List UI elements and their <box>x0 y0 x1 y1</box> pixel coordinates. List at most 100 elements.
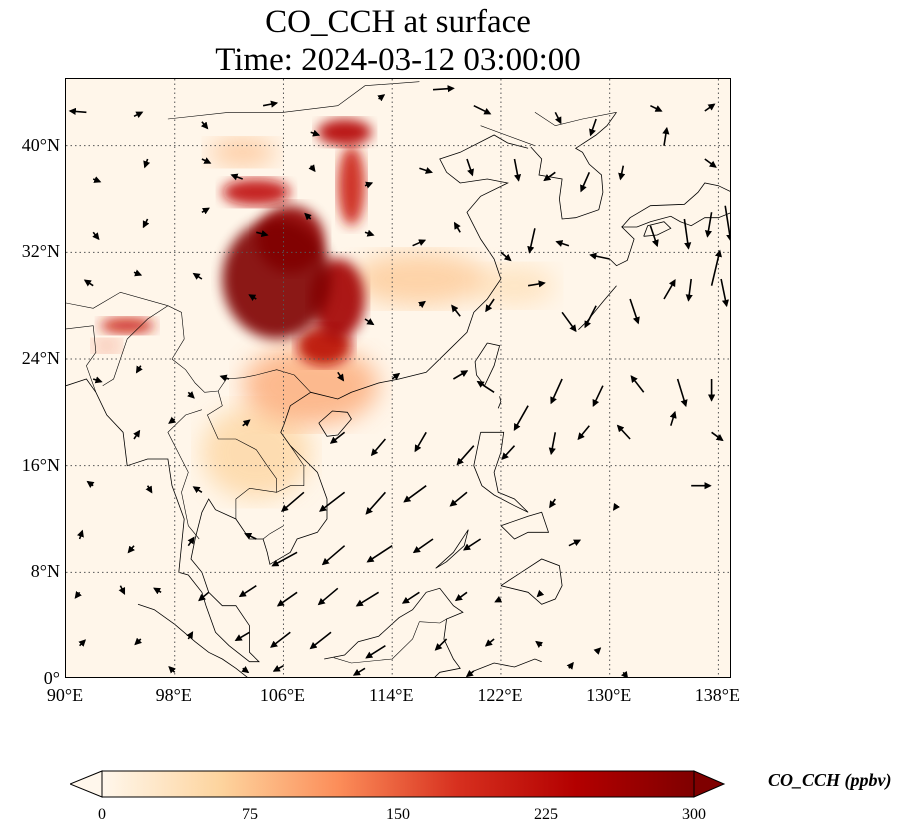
wind-arrow <box>612 502 621 511</box>
co-plume <box>222 179 291 206</box>
wind-arrow <box>630 375 645 393</box>
wind-arrow <box>391 372 401 381</box>
gridlines <box>66 79 730 677</box>
wind-arrow <box>485 298 495 313</box>
title-line-2: Time: 2024-03-12 03:00:00 <box>215 42 581 78</box>
title-line-1: CO_CCH at surface <box>265 4 531 40</box>
co-plume <box>337 145 366 226</box>
wind-arrow <box>168 416 177 424</box>
wind-arrow <box>242 419 251 427</box>
coastline-palawan <box>435 529 469 569</box>
country-border <box>207 390 305 493</box>
wind-arrow <box>501 445 516 461</box>
lon-tick-label: 114°E <box>368 685 414 705</box>
wind-arrow <box>566 661 574 670</box>
wind-arrow <box>629 298 640 325</box>
wind-arrow <box>711 431 724 442</box>
wind-arrow <box>401 591 420 604</box>
wind-arrow <box>310 129 321 137</box>
wind-arrow <box>513 405 529 431</box>
colorbar-tick-label: 0 <box>98 806 106 823</box>
wind-arrow <box>187 391 195 399</box>
wind-arrow <box>561 311 577 333</box>
wind-arrow <box>200 121 209 130</box>
wind-arrow <box>309 631 332 650</box>
wind-arrow <box>527 228 536 254</box>
wind-arrow <box>68 107 87 116</box>
country-border <box>419 618 447 624</box>
wind-arrow <box>77 529 84 540</box>
wind-arrow <box>432 85 455 93</box>
wind-arrow <box>580 171 591 193</box>
wind-arrow <box>364 229 375 237</box>
lat-tick-label: 24°N <box>21 348 60 368</box>
wind-arrow <box>271 551 298 567</box>
wind-arrow <box>618 165 626 181</box>
wind-arrow <box>434 638 448 651</box>
wind-arrow <box>548 432 557 456</box>
coastline-sumatra <box>137 603 248 677</box>
wind-arrow <box>78 639 87 647</box>
country-border <box>167 409 202 540</box>
country-border <box>102 305 169 386</box>
wind-arrow <box>649 225 659 248</box>
coastline-shikoku-kyushu <box>643 221 672 237</box>
colorbar-tick-label: 75 <box>242 806 258 823</box>
wind-arrow <box>704 158 717 168</box>
wind-arrow <box>484 638 495 647</box>
country-border <box>480 125 536 146</box>
coastline-luzon-n-islands <box>497 396 502 409</box>
co-plume <box>242 345 379 426</box>
co-plume <box>208 139 277 166</box>
wind-arrow <box>133 269 143 277</box>
country-border <box>167 81 420 120</box>
country-border <box>333 621 420 664</box>
wind-arrow <box>589 252 610 260</box>
colorbar-tick-label: 225 <box>534 806 558 823</box>
country-border <box>167 305 311 393</box>
wind-arrow <box>276 591 298 607</box>
wind-arrow <box>219 374 230 382</box>
wind-arrow <box>230 173 243 181</box>
wind-arrow <box>452 370 469 380</box>
coastline-japan <box>609 182 730 267</box>
coastline-mindanao <box>500 558 563 605</box>
coastline-hainan <box>318 410 352 437</box>
wind-arrow <box>201 157 212 164</box>
wind-arrow <box>451 304 461 317</box>
wind-arrow <box>304 212 312 221</box>
wind-arrow <box>616 424 631 440</box>
lat-tick-label: 16°N <box>21 454 60 475</box>
wind-arrow <box>74 590 82 599</box>
wind-arrow <box>317 587 339 606</box>
wind-arrow <box>134 637 142 646</box>
wind-arrow <box>133 429 141 440</box>
wind-arrow <box>454 591 468 602</box>
wind-arrow <box>83 279 94 287</box>
country-borders <box>66 81 617 664</box>
wind-arrow <box>465 669 475 677</box>
co-concentration-field <box>93 119 556 500</box>
colorbar-ramp <box>101 770 695 798</box>
lon-tick-label: 98°E <box>155 685 192 705</box>
wind-vectors <box>68 85 730 677</box>
wind-arrow <box>650 104 663 112</box>
wind-arrow <box>513 158 522 182</box>
wind-arrow <box>724 205 730 242</box>
country-border <box>534 112 617 127</box>
coastline-ryukyu <box>578 285 617 330</box>
country-border <box>66 291 168 309</box>
wind-arrow <box>620 670 629 677</box>
wind-arrow <box>187 536 195 547</box>
lon-tick-label: 90°E <box>46 685 84 705</box>
co-plume <box>222 219 332 339</box>
wind-arrow <box>473 104 492 115</box>
wind-arrow <box>153 587 162 595</box>
colorbar-label: CO_CCH (ppbv) <box>768 770 892 790</box>
wind-arrow <box>704 212 713 238</box>
lat-tick-label: 32°N <box>21 241 60 262</box>
wind-arrow <box>262 100 279 108</box>
wind-arrow <box>685 278 693 302</box>
wind-arrow <box>241 665 250 674</box>
colorbar-tick-label: 150 <box>386 806 410 823</box>
